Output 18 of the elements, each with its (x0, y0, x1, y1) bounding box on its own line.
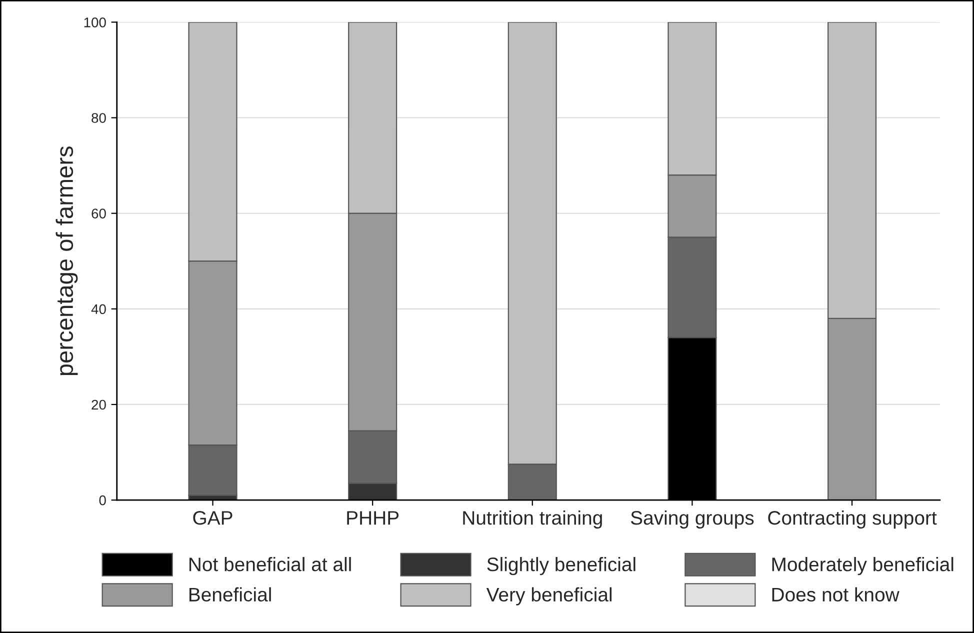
y-tick-label: 20 (92, 400, 106, 410)
legend-label: Not beneficial at all (189, 557, 351, 572)
y-axis-title: percentage of farmers (56, 146, 78, 376)
x-tick-label: Saving groups (630, 510, 754, 529)
legend-label: Slightly beneficial (487, 557, 636, 576)
legend-label: Beneficial (189, 587, 271, 602)
legend-label: Very beneficial (486, 587, 612, 606)
y-tick-label: 60 (92, 208, 106, 218)
legend-label: Moderately beneficial (772, 557, 954, 576)
x-tick-label: PHHP (347, 511, 399, 525)
legend-label: Does not know (772, 587, 900, 602)
x-tick-label: Contracting support (768, 510, 937, 529)
y-tick-label: 40 (91, 304, 106, 314)
y-tick-label: 0 (99, 495, 106, 506)
y-tick-label: 100 (84, 17, 106, 28)
y-tick-label: 80 (92, 113, 106, 123)
x-tick-label: GAP (193, 511, 232, 525)
x-tick-label: Nutrition training (463, 510, 602, 529)
